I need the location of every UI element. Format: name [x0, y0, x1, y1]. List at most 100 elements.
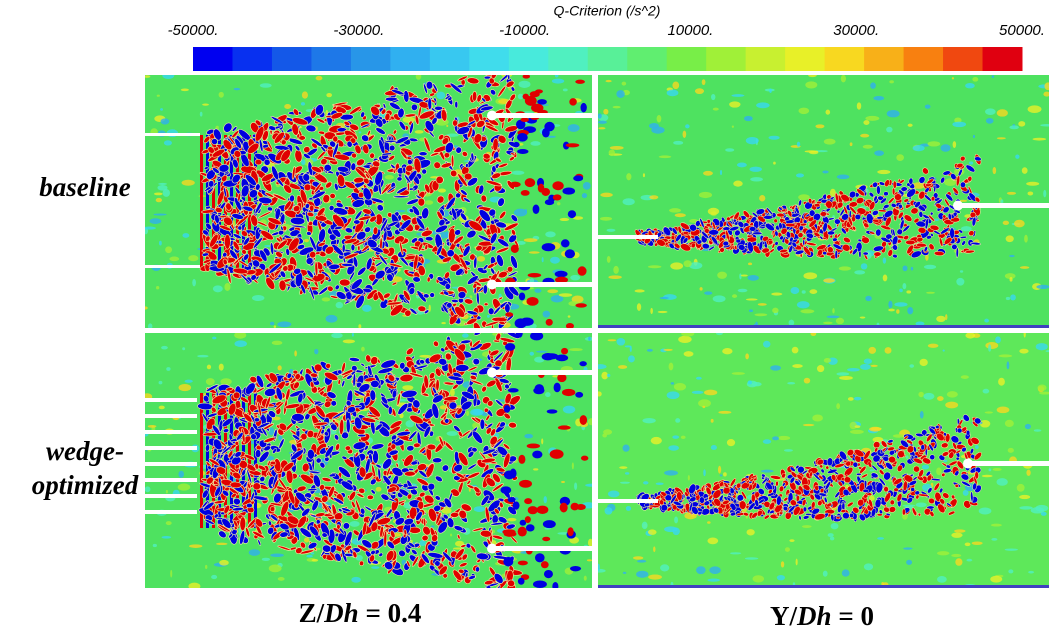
- bg-spot: [711, 419, 714, 423]
- bg-spot: [713, 295, 726, 302]
- vortex: [406, 445, 414, 451]
- vortex: [747, 237, 757, 243]
- bg-spot: [777, 436, 790, 440]
- bg-spot: [514, 209, 527, 217]
- bg-spot: [984, 319, 989, 323]
- bg-spot: [911, 267, 914, 271]
- vortex: [332, 136, 338, 143]
- vortex: [809, 472, 812, 478]
- bg-spot: [656, 483, 664, 486]
- bg-spot: [585, 484, 598, 487]
- bg-spot: [800, 309, 814, 313]
- vortex: [413, 443, 420, 448]
- bg-spot: [311, 552, 314, 554]
- bg-spot: [530, 352, 534, 356]
- bg-spot: [854, 397, 862, 401]
- bg-spot: [633, 556, 643, 559]
- vortex: [354, 220, 361, 225]
- bg-spot: [945, 314, 947, 320]
- bg-spot: [651, 127, 664, 134]
- vortex: [520, 317, 534, 325]
- bg-spot: [649, 195, 658, 199]
- bg-spot: [979, 508, 992, 515]
- vortex: [579, 361, 586, 366]
- vortex: [524, 498, 532, 504]
- bg-spot: [642, 418, 655, 423]
- wedge: [145, 462, 197, 466]
- bg-spot: [810, 332, 816, 336]
- bg-spot: [985, 108, 996, 115]
- bg-spot: [462, 333, 469, 338]
- vortex: [578, 266, 587, 275]
- vortex: [723, 241, 729, 246]
- bg-spot: [808, 74, 817, 77]
- bg-spot: [753, 575, 764, 582]
- bg-spot: [582, 193, 587, 198]
- vortex: [357, 434, 366, 437]
- vortex: [230, 482, 242, 488]
- bg-spot: [447, 431, 458, 436]
- bg-spot: [969, 161, 973, 164]
- bg-spot: [749, 309, 753, 312]
- vortex: [339, 279, 350, 287]
- vortex: [683, 231, 689, 234]
- vortex: [931, 196, 935, 201]
- vortex: [510, 469, 517, 479]
- vortex: [240, 517, 246, 531]
- bg-spot: [260, 83, 272, 88]
- vortex: [455, 101, 458, 108]
- vortex: [566, 323, 574, 329]
- bg-spot: [158, 183, 167, 185]
- bg-spot: [865, 296, 871, 301]
- bg-spot: [828, 533, 834, 537]
- vortex: [581, 103, 587, 112]
- colorbar-segment: [746, 47, 786, 71]
- vortex: [800, 223, 807, 226]
- vortex: [934, 251, 944, 256]
- vortex: [521, 118, 529, 122]
- bg-spot: [568, 124, 580, 132]
- vortex: [505, 343, 515, 351]
- flow-panel: [598, 74, 1049, 330]
- vortex: [255, 449, 261, 457]
- bg-spot: [402, 117, 415, 123]
- vortex: [503, 557, 513, 567]
- bg-spot: [732, 125, 734, 127]
- vortex: [425, 236, 433, 241]
- bg-spot: [561, 481, 565, 483]
- bg-spot: [952, 77, 954, 79]
- bg-spot: [1036, 343, 1048, 350]
- bg-spot: [940, 144, 950, 152]
- bg-spot: [659, 155, 672, 158]
- bg-spot: [953, 141, 957, 148]
- vortex: [421, 169, 427, 175]
- vortex: [890, 500, 895, 505]
- bg-spot: [1008, 448, 1014, 453]
- bg-spot: [166, 521, 172, 525]
- vortex: [369, 153, 375, 159]
- bg-spot: [269, 564, 282, 572]
- tick-label: 10000.: [667, 22, 713, 39]
- vortex: [547, 409, 558, 413]
- vortex: [875, 229, 881, 237]
- vortex: [480, 419, 485, 430]
- bg-spot: [952, 122, 966, 128]
- vortex: [309, 205, 314, 212]
- bg-spot: [219, 92, 224, 98]
- vortex: [521, 190, 530, 196]
- vortex: [785, 223, 795, 227]
- bg-spot: [770, 365, 781, 370]
- bg-spot: [613, 266, 619, 274]
- vortex: [837, 210, 840, 213]
- bg-spot: [1019, 495, 1030, 499]
- vortex: [528, 273, 542, 277]
- vortex: [316, 519, 321, 524]
- bg-spot: [673, 141, 683, 145]
- bg-spot: [545, 392, 550, 397]
- bg-spot: [648, 265, 662, 268]
- bg-spot: [322, 297, 331, 301]
- vortex: [518, 455, 525, 464]
- colorbar-title: Q-Criterion (/s^2): [554, 3, 661, 19]
- vortex: [341, 263, 353, 267]
